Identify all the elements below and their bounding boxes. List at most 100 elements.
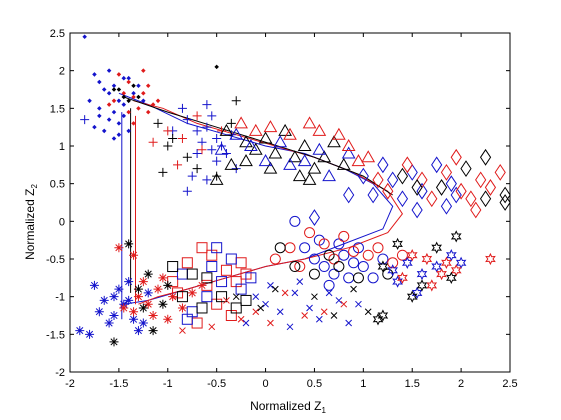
data-point-dot <box>121 75 127 81</box>
data-point-hexstar <box>406 249 418 262</box>
data-point-triangle <box>263 161 278 174</box>
data-point-triangle <box>332 127 346 140</box>
data-point-plus <box>192 149 202 159</box>
data-point-cross <box>237 315 245 323</box>
data-point-dot <box>92 124 97 130</box>
data-point-triangle <box>219 123 234 136</box>
y-tick-label: 0 <box>59 216 65 228</box>
data-point-diamond <box>499 186 511 204</box>
data-point-star <box>138 277 148 287</box>
data-point-circle <box>372 242 384 254</box>
data-point-star <box>148 326 158 336</box>
data-point-triangle <box>278 123 292 136</box>
data-point-dot <box>82 34 87 40</box>
data-point-dot <box>121 94 127 100</box>
data-point-circle <box>352 272 364 284</box>
data-point-star <box>138 303 148 313</box>
data-point-star <box>158 299 168 309</box>
data-point-cross <box>350 285 357 293</box>
data-point-circle <box>289 261 301 273</box>
data-point-circle <box>304 227 316 239</box>
y-axis-label-text: Normalized Z <box>23 189 37 260</box>
data-point-diamond <box>465 190 477 208</box>
data-point-hexstar <box>406 290 418 303</box>
data-point-diamond <box>357 167 369 185</box>
series-plus-blue <box>80 100 241 196</box>
x-tick-label: 2 <box>458 378 464 390</box>
data-point-plus <box>207 145 217 155</box>
data-point-circle <box>299 242 311 254</box>
series-star-black <box>109 239 173 347</box>
data-point-circle <box>318 261 330 273</box>
data-point-diamond <box>475 171 487 189</box>
data-point-square <box>211 242 223 254</box>
data-point-dot <box>141 91 146 96</box>
data-point-plus <box>197 137 207 147</box>
data-point-dot <box>141 68 146 73</box>
data-point-diamond <box>411 201 423 219</box>
data-point-triangle <box>239 154 253 167</box>
data-point-star <box>143 288 153 298</box>
data-point-circle <box>308 268 320 280</box>
data-point-star <box>114 243 124 253</box>
data-point-diamond <box>401 156 413 174</box>
data-point-triangle <box>263 120 278 133</box>
data-point-cross <box>325 289 333 297</box>
data-point-triangle <box>244 138 258 151</box>
data-point-cross <box>257 304 265 312</box>
data-point-star <box>85 329 95 339</box>
data-point-dot <box>136 83 141 88</box>
data-point-triangle <box>283 127 297 140</box>
y-tick-label: -1.5 <box>46 329 65 341</box>
data-point-triangle <box>229 127 244 140</box>
data-point-hexstar <box>436 267 447 281</box>
y-tick-label: 1.5 <box>50 103 65 115</box>
data-point-star <box>124 295 134 305</box>
data-point-star <box>124 277 134 287</box>
data-point-circle <box>338 249 350 261</box>
data-point-cross <box>252 293 260 301</box>
x-tick-label: 2.5 <box>502 378 517 390</box>
data-point-circle <box>333 261 345 273</box>
data-point-plus <box>221 149 231 159</box>
data-point-square <box>240 294 252 306</box>
data-point-cross <box>335 297 343 304</box>
x-tick-label: 0 <box>262 378 268 390</box>
data-point-star <box>75 326 85 336</box>
data-point-diamond <box>484 179 497 196</box>
data-point-cross <box>208 323 216 331</box>
series-star-blue <box>75 277 153 339</box>
series-plus-black <box>153 96 241 181</box>
x-axis-ticks: -2 -1.5 -1 -0.5 0 0.5 1 1.5 2 2.5 <box>65 33 518 390</box>
data-point-dot <box>92 72 97 77</box>
data-point-diamond <box>382 182 394 200</box>
y-tick-label: 0.5 <box>50 179 65 191</box>
data-point-star <box>133 326 143 336</box>
data-point-dot <box>101 128 107 134</box>
data-point-cross <box>306 304 313 312</box>
data-point-circle <box>348 245 360 257</box>
data-point-diamond <box>494 163 506 181</box>
data-point-triangle <box>312 142 327 155</box>
data-point-dot <box>111 136 117 141</box>
data-point-triangle <box>283 157 297 170</box>
data-point-triangle <box>341 138 356 151</box>
data-point-circle <box>377 253 389 265</box>
data-point-star <box>94 307 104 317</box>
data-point-plus <box>212 133 222 143</box>
data-point-triangle <box>341 146 356 159</box>
data-point-triangle <box>234 116 248 129</box>
data-point-cross <box>267 319 274 327</box>
data-point-cross <box>320 308 328 316</box>
data-point-plus <box>202 100 212 110</box>
data-point-diamond <box>308 209 321 226</box>
data-point-triangle <box>209 172 224 185</box>
data-point-plus <box>163 141 173 151</box>
data-point-star <box>148 311 158 320</box>
data-point-circle <box>323 249 335 261</box>
data-point-star <box>163 280 173 290</box>
data-point-diamond <box>460 160 472 178</box>
data-point-triangle <box>302 116 317 129</box>
data-point-hexstar <box>426 279 438 292</box>
series-diamond-black <box>396 148 511 211</box>
